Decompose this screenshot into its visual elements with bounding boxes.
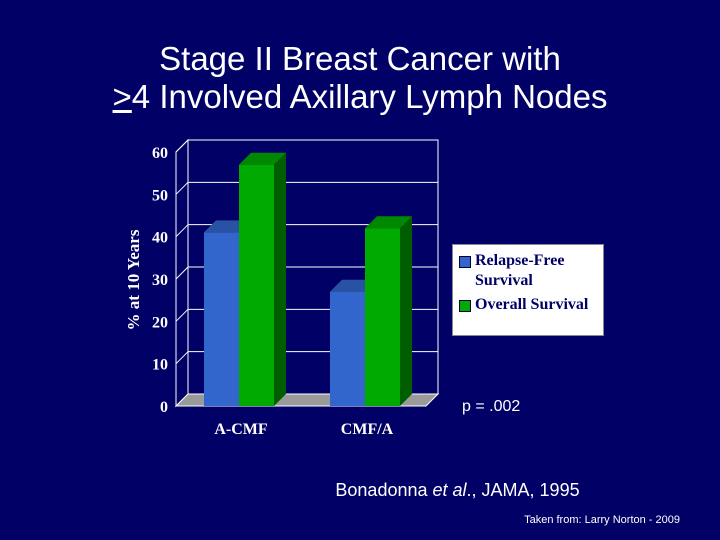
legend-label-relapse-free-line2: Survival — [475, 272, 533, 289]
chart-legend: Relapse-Free Survival Overall Survival — [452, 244, 604, 336]
x-category-label-1: CMF/A — [341, 421, 394, 438]
y-tick-label-10: 10 — [152, 357, 168, 374]
credit: Taken from: Larry Norton - 2009 — [524, 514, 680, 526]
legend-swatch-relapse-free — [459, 256, 471, 268]
title-line-2-text: 4 Involved Axillary Lymph Nodes — [131, 78, 608, 115]
y-tick-label-50: 50 — [152, 187, 168, 204]
bar-top — [239, 152, 286, 165]
p-value: p = .002 — [462, 398, 521, 415]
bar-top — [365, 216, 412, 229]
x-category-labels: A-CMF CMF/A — [214, 421, 393, 438]
y-tick-label-20: 20 — [152, 314, 168, 331]
citation-author: Bonadonna — [335, 480, 433, 500]
gridline-side-10 — [175, 351, 189, 365]
legend-label-relapse-free-line1: Relapse-Free — [475, 252, 565, 269]
citation: Bonadonna et al., JAMA, 1995 — [0, 480, 720, 501]
bar-front — [239, 164, 274, 406]
slide-title: Stage II Breast Cancer with >4 Involved … — [0, 40, 720, 116]
gridline-side-40 — [175, 224, 189, 238]
y-tick-labels: 0 10 20 30 40 50 60 — [152, 145, 168, 416]
gridline-side-50 — [175, 181, 189, 195]
x-category-label-0: A-CMF — [214, 421, 268, 438]
title-line-2: >4 Involved Axillary Lymph Nodes — [0, 78, 720, 116]
y-tick-label-40: 40 — [152, 230, 168, 247]
citation-etal: et al — [432, 480, 467, 500]
y-tick-label-60: 60 — [152, 145, 168, 162]
y-tick-label-30: 30 — [152, 272, 168, 289]
y-tick-label-0: 0 — [160, 399, 168, 416]
legend-label-overall: Overall Survival — [475, 296, 589, 313]
bar-overall-cmf-a — [365, 216, 412, 406]
bar-overall-a-cmf — [239, 152, 286, 406]
gridline-side-20 — [175, 308, 189, 322]
bar-side — [274, 152, 286, 406]
title-line-1: Stage II Breast Cancer with — [159, 40, 561, 77]
title-ge-symbol: > — [112, 78, 132, 115]
chart-bars — [204, 152, 412, 406]
gridline-side-30 — [175, 266, 189, 280]
bar-front — [204, 232, 239, 406]
bar-side — [400, 216, 412, 406]
y-axis-label: % at 10 Years — [124, 229, 143, 330]
bar-front — [365, 228, 400, 406]
citation-rest: ., JAMA, 1995 — [466, 480, 580, 500]
bar-front — [330, 291, 365, 406]
legend-swatch-overall — [459, 300, 471, 312]
gridline-side-60 — [175, 139, 189, 153]
